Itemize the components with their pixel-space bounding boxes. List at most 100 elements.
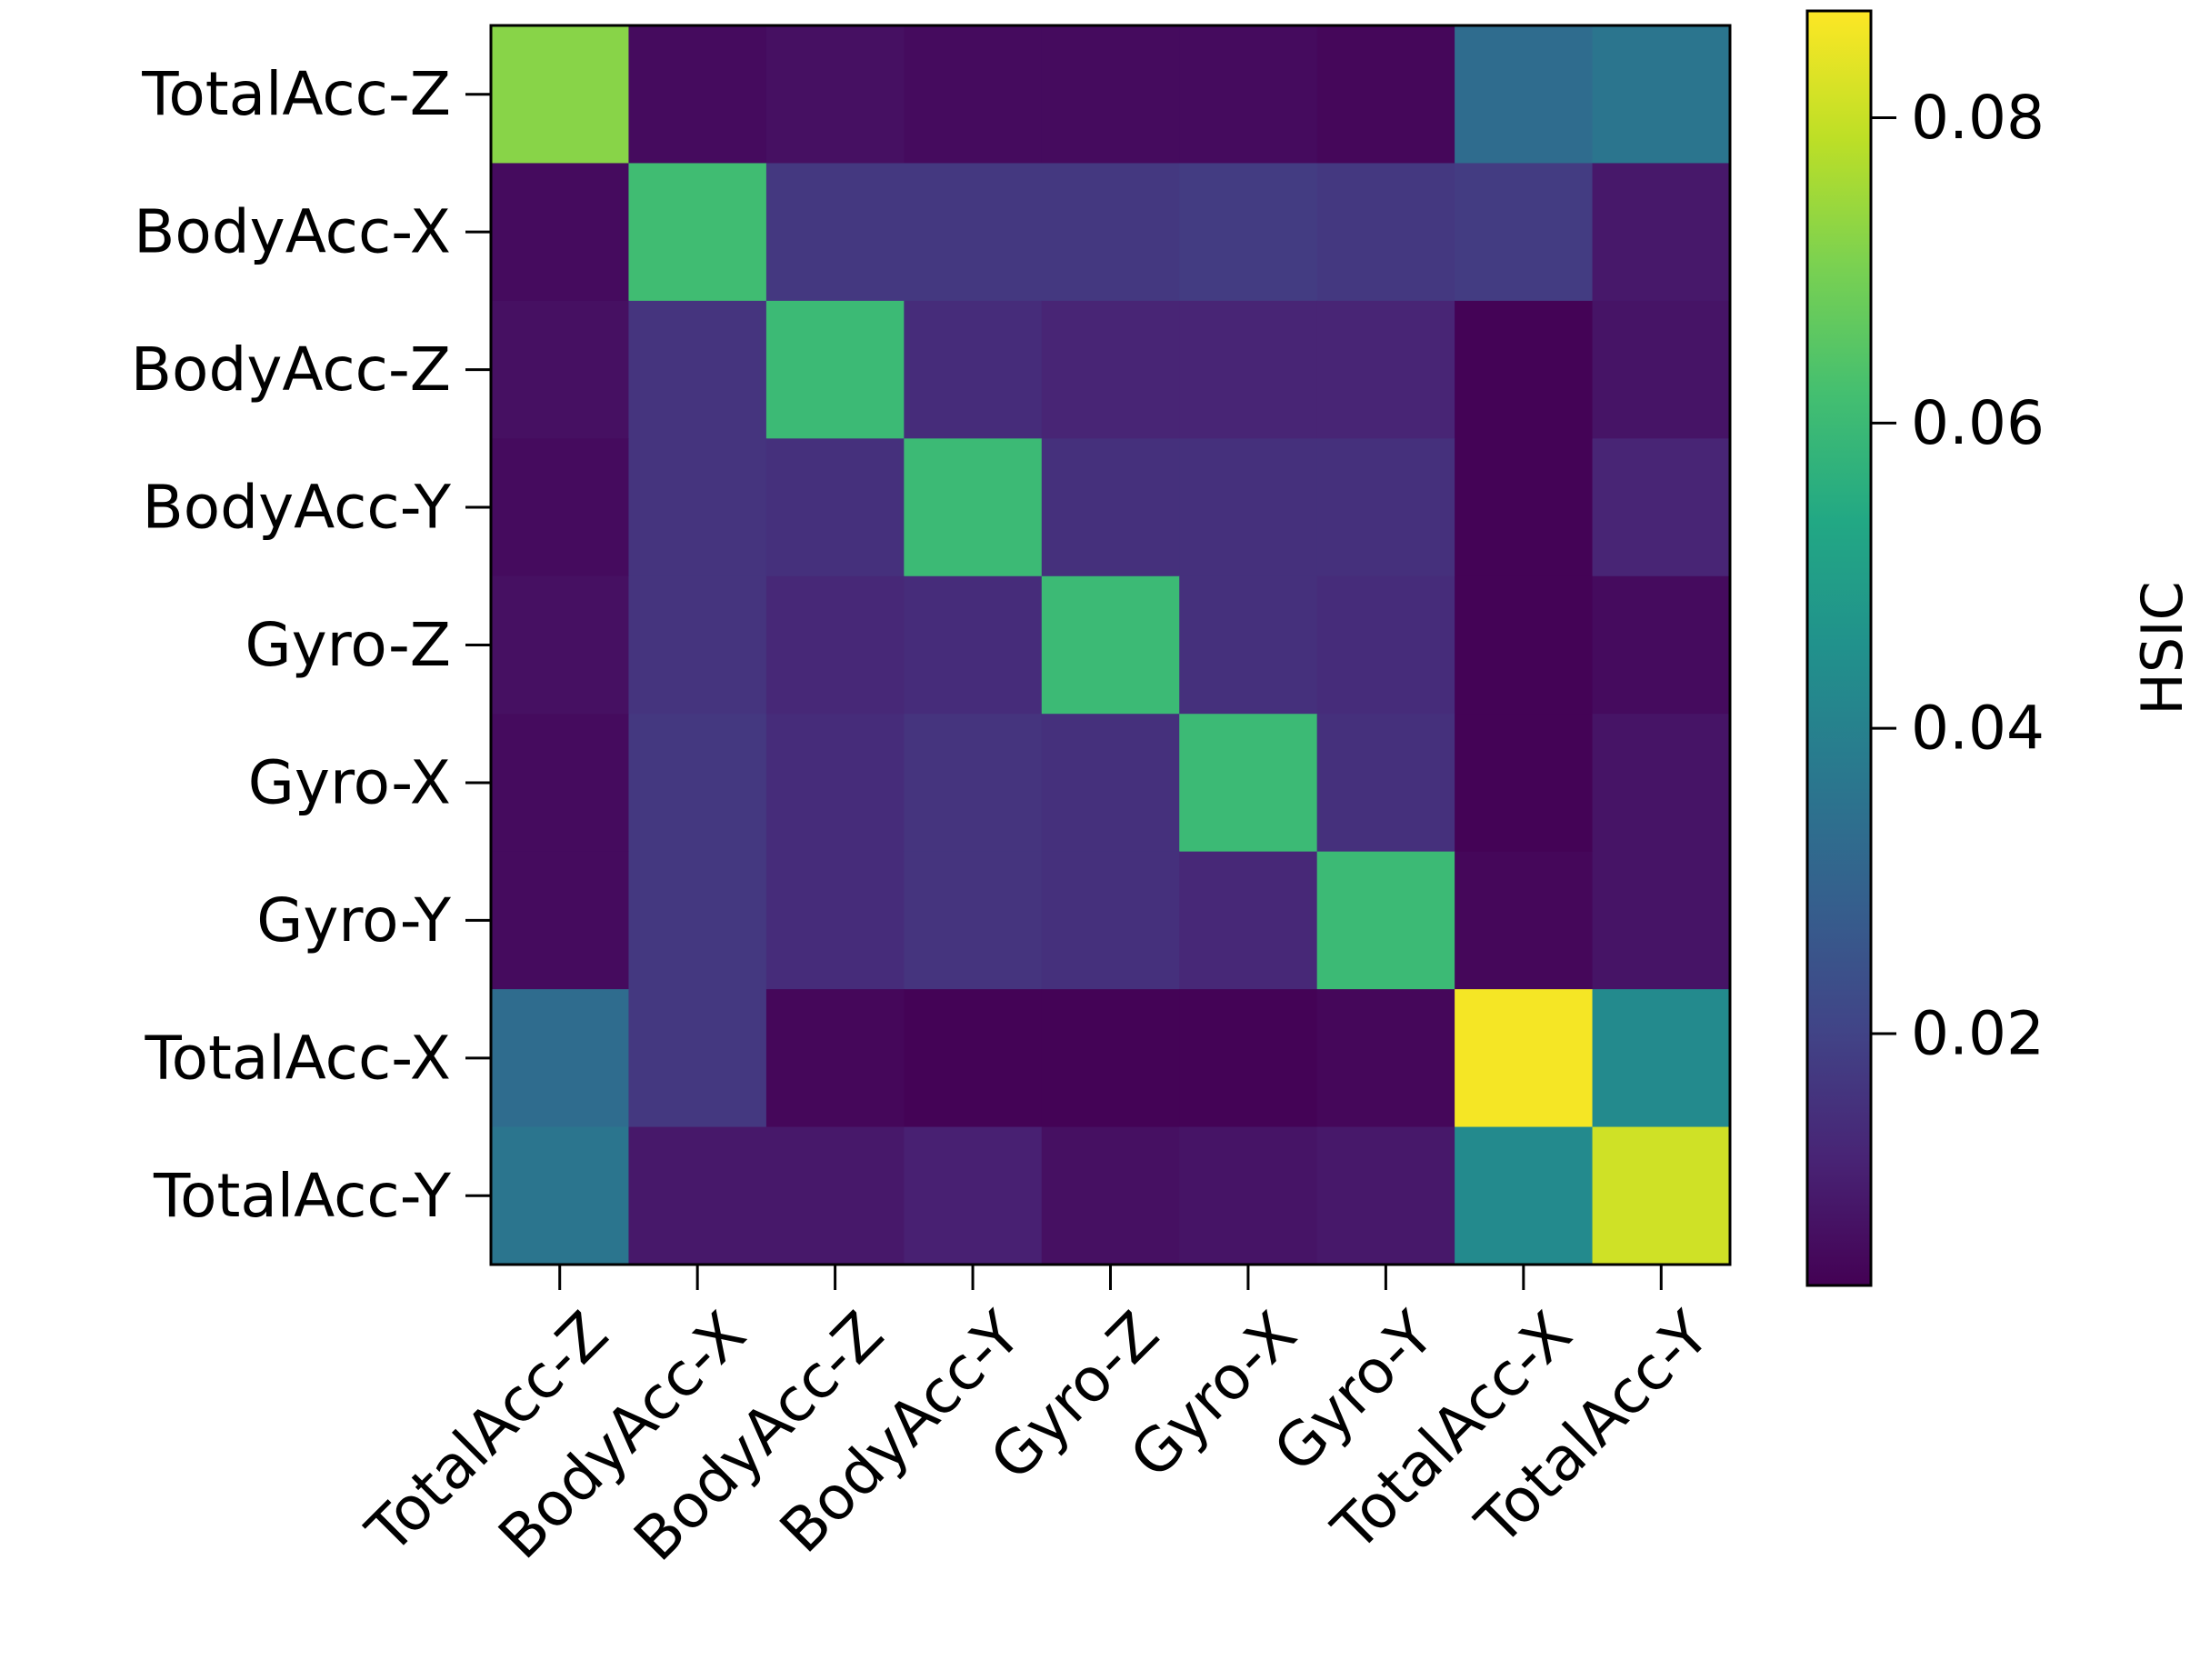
heatmap-cell — [1179, 300, 1318, 439]
heatmap-cell — [1455, 25, 1594, 165]
heatmap-cell — [904, 300, 1043, 439]
colorbar-tick-label: 0.04 — [1911, 694, 2045, 764]
heatmap-cell — [904, 25, 1043, 165]
colorbar — [1805, 9, 1873, 1287]
colorbar-tick-label: 0.02 — [1911, 998, 2045, 1068]
heatmap-cell — [1316, 438, 1455, 577]
colorbar-tick-label: 0.06 — [1911, 388, 2045, 458]
heatmap-cell — [1179, 575, 1318, 715]
heatmap-cell — [1455, 438, 1594, 577]
colorbar-label: HSIC — [2129, 581, 2190, 715]
heatmap-cell — [904, 851, 1043, 990]
heatmap-cell — [628, 25, 767, 165]
heatmap-cell — [904, 438, 1043, 577]
heatmap-cell — [1041, 25, 1180, 165]
heatmap-cell — [904, 1126, 1043, 1265]
heatmap-cell — [1316, 300, 1455, 439]
y-tick-label: BodyAcc-X — [134, 197, 451, 267]
heatmap-cell — [765, 25, 905, 165]
y-tick-label: BodyAcc-Y — [143, 473, 452, 543]
heatmap-cell — [491, 714, 630, 853]
heatmap-cell — [1179, 851, 1318, 990]
y-tick-label: Gyro-X — [248, 747, 451, 817]
heatmap-cell — [491, 989, 630, 1128]
heatmap-cell — [628, 989, 767, 1128]
heatmap-cell — [491, 25, 630, 165]
heatmap-cell — [1455, 714, 1594, 853]
heatmap-cell — [628, 575, 767, 715]
heatmap-cell — [765, 163, 905, 302]
heatmap-cell — [628, 851, 767, 990]
y-axis: TotalAcc-Z BodyAcc-X BodyAcc-Z BodyAcc-Y Gyr… — [131, 59, 491, 1231]
y-tick-label: BodyAcc-Z — [131, 335, 451, 405]
heatmap-cell — [1592, 851, 1731, 990]
heatmap-cell — [1316, 1126, 1455, 1265]
heatmap-cell — [1316, 575, 1455, 715]
heatmap-cell — [765, 989, 905, 1128]
heatmap-cell — [1041, 851, 1180, 990]
heatmap-cell — [1316, 851, 1455, 990]
heatmap-cell — [1592, 25, 1731, 165]
heatmap-cell — [1041, 714, 1180, 853]
heatmap-cell — [1179, 1126, 1318, 1265]
heatmap-cell — [1041, 1126, 1180, 1265]
heatmap-cell — [491, 575, 630, 715]
heatmap-cell — [765, 300, 905, 439]
heatmap-cell — [628, 714, 767, 853]
heatmap-cell — [491, 438, 630, 577]
heatmap-cell — [904, 163, 1043, 302]
heatmap-cell — [1179, 438, 1318, 577]
heatmap-cell — [1041, 989, 1180, 1128]
heatmap-cell — [765, 1126, 905, 1265]
heatmap-cell — [1041, 438, 1180, 577]
heatmap-cell — [765, 714, 905, 853]
heatmap-cell — [1455, 300, 1594, 439]
heatmap-cell — [1179, 989, 1318, 1128]
heatmap-cell — [1592, 714, 1731, 853]
heatmap-cell — [1179, 163, 1318, 302]
heatmap-cell — [628, 163, 767, 302]
heatmap-cell — [1592, 575, 1731, 715]
heatmap-cell — [1041, 300, 1180, 439]
heatmap-cell — [1179, 25, 1318, 165]
heatmap-cell — [628, 1126, 767, 1265]
y-tick-label: Gyro-Z — [245, 610, 451, 680]
y-tick-label: Gyro-Y — [256, 885, 451, 955]
heatmap-cell — [904, 575, 1043, 715]
heatmap-cell — [1592, 438, 1731, 577]
heatmap-cell — [491, 851, 630, 990]
heatmap-cell — [904, 989, 1043, 1128]
heatmap-cell — [491, 300, 630, 439]
heatmap-cell — [1179, 714, 1318, 853]
heatmap-cell — [1316, 989, 1455, 1128]
heatmap-cell — [1592, 989, 1731, 1128]
colorbar-tick-label: 0.08 — [1911, 83, 2045, 153]
heatmap-cell — [1041, 575, 1180, 715]
heatmap-cell — [628, 438, 767, 577]
heatmap-cell — [765, 438, 905, 577]
x-axis: TotalAcc-ZBodyAcc-XBodyAcc-ZBodyAcc-YGyr… — [353, 1265, 1724, 1575]
y-tick-label: TotalAcc-Z — [141, 59, 451, 129]
y-tick-label: TotalAcc-X — [145, 1023, 451, 1093]
heatmap-cell — [1592, 1126, 1731, 1265]
heatmap-cell — [1592, 300, 1731, 439]
colorbar-ticks: 0.02 0.04 0.06 0.08 — [1871, 83, 2045, 1068]
heatmap-cell — [1455, 1126, 1594, 1265]
heatmap-cell — [491, 163, 630, 302]
heatmap-cell — [765, 851, 905, 990]
heatmap-cell — [628, 300, 767, 439]
heatmap-cell — [491, 1126, 630, 1265]
y-tick-label: TotalAcc-Y — [153, 1161, 452, 1231]
heatmap-cell — [1316, 163, 1455, 302]
heatmap-cell — [1041, 163, 1180, 302]
heatmap-cell — [1455, 851, 1594, 990]
heatmap-cell — [1455, 163, 1594, 302]
heatmap-cell — [765, 575, 905, 715]
heatmap-cell — [1455, 989, 1594, 1128]
heatmap-cells — [491, 25, 1731, 1265]
heatmap-cell — [904, 714, 1043, 853]
heatmap-cell — [1592, 163, 1731, 302]
heatmap-cell — [1316, 25, 1455, 165]
heatmap-cell — [1455, 575, 1594, 715]
